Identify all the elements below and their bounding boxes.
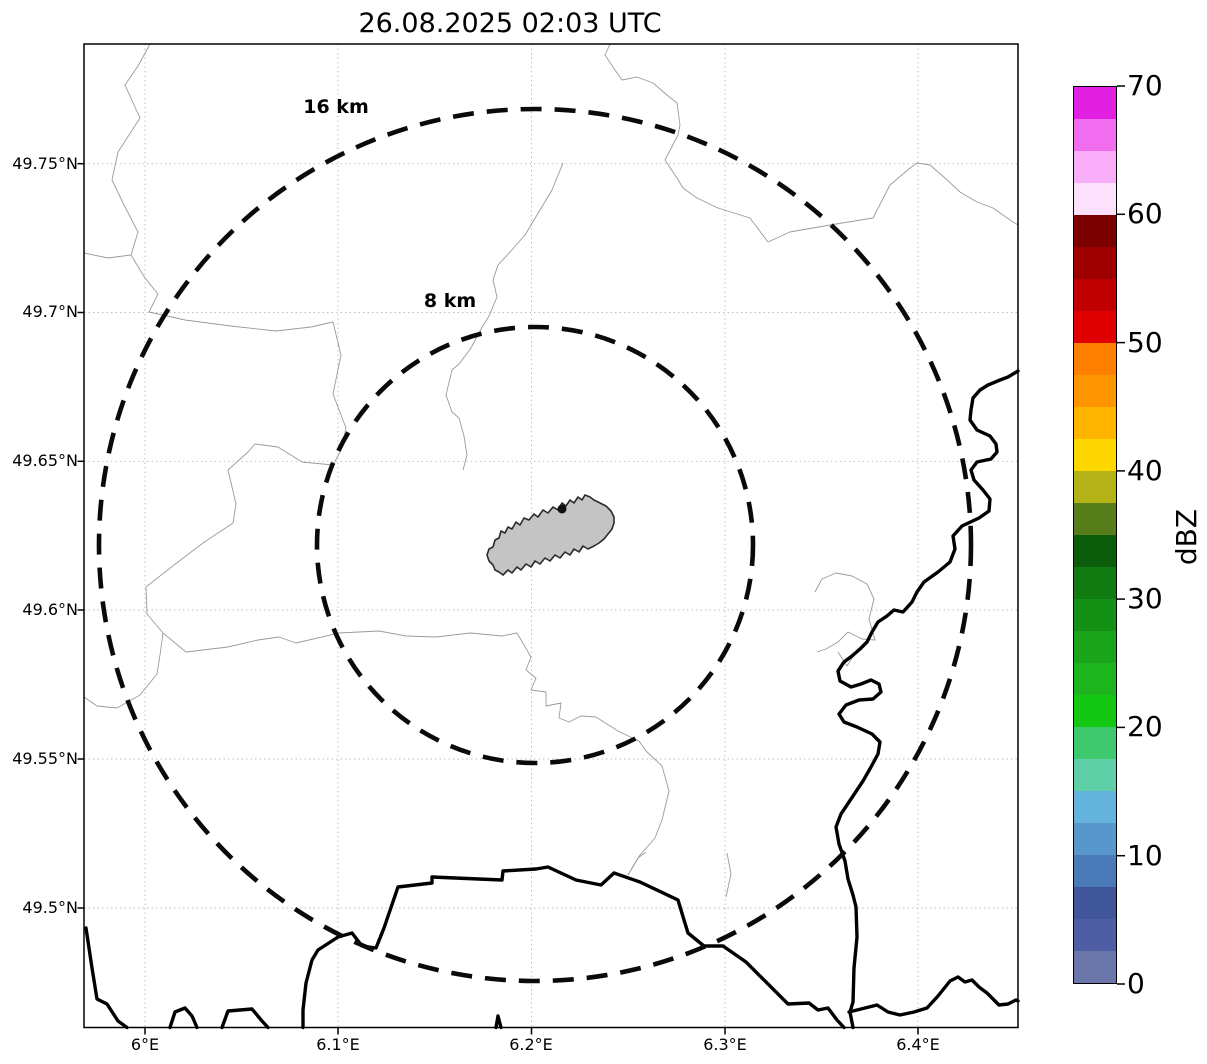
x-tick-6-2: 6.2°E (509, 1035, 553, 1054)
colorbar-tick-30: 30 (1127, 582, 1163, 615)
colorbar-segment (1074, 439, 1116, 471)
border-southeast (847, 975, 1020, 1017)
colorbar-segment (1074, 695, 1116, 727)
colorbar-segment (1074, 503, 1116, 535)
range-ring-8km (314, 324, 756, 766)
colorbar-segment (1074, 279, 1116, 311)
colorbar-tick-10: 10 (1127, 839, 1163, 872)
colorbar-segment (1074, 407, 1116, 439)
colorbar-segment (1074, 823, 1116, 855)
y-tick-49-75: 49.75°N (12, 154, 78, 173)
country-border-lines (84, 369, 1020, 1030)
colorbar-segment (1074, 87, 1116, 119)
colorbar-segment (1074, 567, 1116, 599)
colorbar-tick-60: 60 (1127, 197, 1163, 230)
range-rings (96, 106, 974, 984)
colorbar-segment (1074, 151, 1116, 183)
colorbar-segment (1074, 183, 1116, 215)
colorbar-tick-40: 40 (1127, 454, 1163, 487)
colorbar-segment (1074, 599, 1116, 631)
colorbar-segment (1074, 951, 1116, 983)
x-tick-6-4: 6.4°E (896, 1035, 940, 1054)
colorbar-axis-label: dBZ (1170, 508, 1203, 566)
y-tick-49-65: 49.65°N (12, 451, 78, 470)
border-river-east (834, 369, 1020, 1030)
y-tick-49-7: 49.7°N (22, 302, 78, 321)
colorbar-segment (1074, 919, 1116, 951)
colorbar-segment (1074, 759, 1116, 791)
colorbar-segment (1074, 791, 1116, 823)
range-ring-label-16km: 16 km (303, 96, 369, 118)
colorbar-tick-50: 50 (1127, 326, 1163, 359)
border-notch (494, 1014, 503, 1030)
x-tick-6-0: 6°E (130, 1035, 160, 1054)
colorbar-segments (1073, 86, 1117, 984)
plot-title: 26.08.2025 02:03 UTC (358, 8, 662, 39)
colorbar-segment (1074, 343, 1116, 375)
colorbar-segment (1074, 631, 1116, 663)
axis-tick-marks (77, 162, 919, 1035)
border-south (301, 865, 846, 1030)
colorbar-tick-70: 70 (1127, 69, 1163, 102)
colorbar-segment (1074, 375, 1116, 407)
colorbar-segment (1074, 887, 1116, 919)
colorbar-tick-marks (1117, 85, 1125, 985)
colorbar-segment (1074, 215, 1116, 247)
border-bump-2 (220, 1007, 270, 1030)
radar-site-marker (557, 504, 567, 514)
y-tick-49-5: 49.5°N (22, 898, 78, 917)
range-ring-16km (96, 106, 974, 984)
border-bump-1 (168, 1006, 199, 1030)
colorbar-segment (1074, 471, 1116, 503)
colorbar-tick-0: 0 (1127, 967, 1145, 1000)
range-ring-label-8km: 8 km (423, 290, 477, 312)
colorbar-segment (1074, 119, 1116, 151)
x-tick-6-1: 6.1°E (316, 1035, 360, 1054)
colorbar-segment (1074, 311, 1116, 343)
colorbar-segment (1074, 727, 1116, 759)
y-tick-49-55: 49.55°N (12, 749, 78, 768)
border-southwest (84, 926, 129, 1030)
y-tick-49-6: 49.6°N (22, 600, 78, 619)
colorbar-segment (1074, 663, 1116, 695)
x-tick-6-3: 6.3°E (703, 1035, 747, 1054)
colorbar-segment (1074, 855, 1116, 887)
colorbar-segment (1074, 247, 1116, 279)
airport-outline (486, 494, 615, 576)
colorbar-tick-20: 20 (1127, 710, 1163, 743)
plot-frame (83, 43, 1019, 1029)
colorbar-segment (1074, 535, 1116, 567)
admin-boundary-lines (83, 43, 1019, 898)
